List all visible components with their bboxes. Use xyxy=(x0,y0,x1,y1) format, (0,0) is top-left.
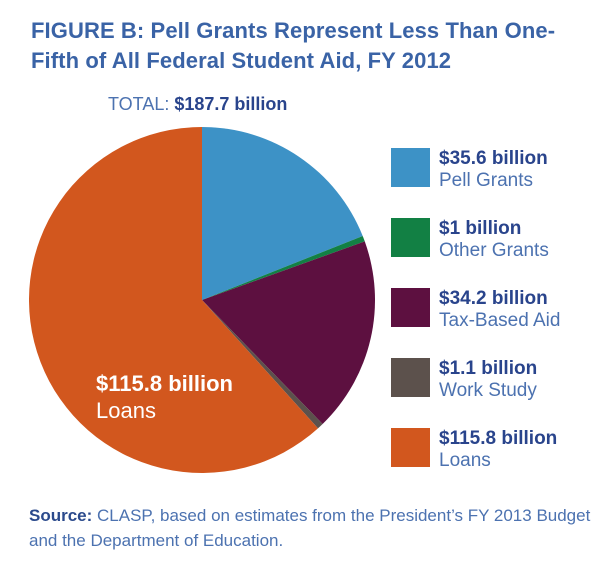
legend-swatch-other-grants xyxy=(391,218,430,257)
pie-slice-loans xyxy=(29,127,318,473)
legend-label-pell-grants: Pell Grants xyxy=(439,170,533,191)
pie-slice-pell-grants xyxy=(202,127,363,300)
legend-amount-loans: $115.8 billion xyxy=(439,428,558,449)
pie-chart: $115.8 billion Loans xyxy=(29,127,375,473)
legend-swatch-tax-based-aid xyxy=(391,288,430,327)
figure-title-line-1: FIGURE B: Pell Grants Represent Less Tha… xyxy=(31,18,556,43)
legend-swatch-pell-grants xyxy=(391,148,430,187)
legend-amount-other-grants: $1 billion xyxy=(439,218,522,239)
source-prefix: Source: xyxy=(29,506,93,525)
legend-swatch-loans xyxy=(391,428,430,467)
pie-inner-label-loans: $115.8 billion Loans xyxy=(96,370,233,424)
figure-title-line-2: Fifth of All Federal Student Aid, FY 201… xyxy=(31,48,452,73)
legend-amount-pell-grants: $35.6 billion xyxy=(439,148,548,169)
legend-swatch-work-study xyxy=(391,358,430,397)
pie-slice-tax-based-aid xyxy=(202,241,375,425)
legend-label-other-grants: Other Grants xyxy=(439,240,549,261)
legend-item-other-grants: $1 billion Other Grants xyxy=(391,218,596,262)
legend-item-loans: $115.8 billion Loans xyxy=(391,428,596,472)
pie-inner-label-name: Loans xyxy=(96,398,156,423)
total-value: $187.7 billion xyxy=(174,94,288,114)
figure-title: FIGURE B: Pell Grants Represent Less Tha… xyxy=(31,16,591,76)
legend-item-work-study: $1.1 billion Work Study xyxy=(391,358,596,402)
legend-amount-tax-based-aid: $34.2 billion xyxy=(439,288,548,309)
legend-amount-work-study: $1.1 billion xyxy=(439,358,538,379)
pie-chart-svg xyxy=(29,127,375,473)
source-note: Source: CLASP, based on estimates from t… xyxy=(29,503,591,553)
pie-slice-work-study xyxy=(202,300,323,429)
total-prefix: TOTAL: xyxy=(108,94,175,114)
legend-label-tax-based-aid: Tax-Based Aid xyxy=(439,310,561,331)
pie-slice-other-grants xyxy=(202,235,365,300)
source-text: CLASP, based on estimates from the Presi… xyxy=(29,506,591,550)
legend-item-pell-grants: $35.6 billion Pell Grants xyxy=(391,148,596,192)
legend: $35.6 billion Pell Grants $1 billion Oth… xyxy=(391,148,596,498)
pie-inner-label-amount: $115.8 billion xyxy=(96,371,233,396)
legend-label-loans: Loans xyxy=(439,450,491,471)
total-label: TOTAL: $187.7 billion xyxy=(108,94,287,115)
legend-label-work-study: Work Study xyxy=(439,380,537,401)
legend-item-tax-based-aid: $34.2 billion Tax-Based Aid xyxy=(391,288,596,332)
